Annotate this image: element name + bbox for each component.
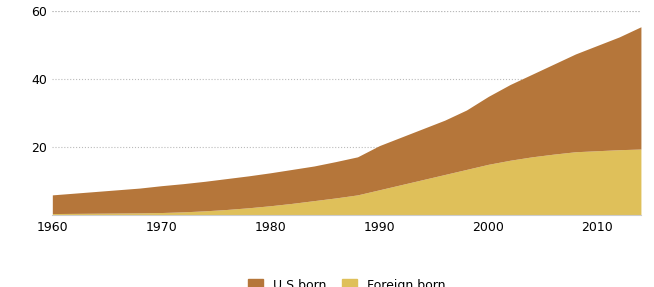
Legend: U.S born, Foreign born: U.S born, Foreign born	[248, 279, 445, 287]
